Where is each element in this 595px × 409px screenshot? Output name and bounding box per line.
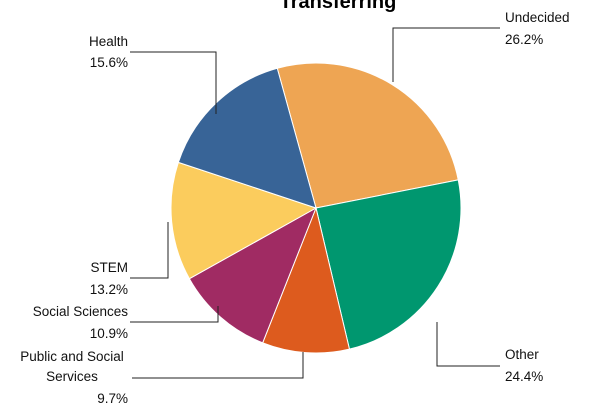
slice-label: Health <box>88 34 128 49</box>
pie-slice <box>315 179 462 350</box>
value-label: 24.4% <box>505 369 544 384</box>
leader-line <box>392 27 500 82</box>
pie-slice <box>170 161 318 280</box>
leader-line <box>436 322 500 367</box>
slice-label: STEM <box>90 260 128 275</box>
value-label: 10.9% <box>89 326 128 341</box>
value-label: 26.2% <box>505 32 544 47</box>
pie-slice <box>262 206 351 354</box>
value-label: 15.6% <box>89 55 128 70</box>
leader-line <box>132 352 304 379</box>
chart-title: Transferring <box>280 0 397 13</box>
leader-line <box>130 51 217 114</box>
pie-slice <box>276 62 459 209</box>
leader-line <box>130 222 169 279</box>
slice-label: Public and Social Services <box>20 349 124 384</box>
pie-slice <box>188 206 317 344</box>
value-label: 13.2% <box>89 282 128 297</box>
value-label: 9.7% <box>97 391 128 406</box>
leader-line <box>130 306 219 323</box>
slice-label: Other <box>505 347 539 362</box>
slice-label: Social Sciences <box>32 304 128 319</box>
slice-label: Undecided <box>505 10 570 25</box>
